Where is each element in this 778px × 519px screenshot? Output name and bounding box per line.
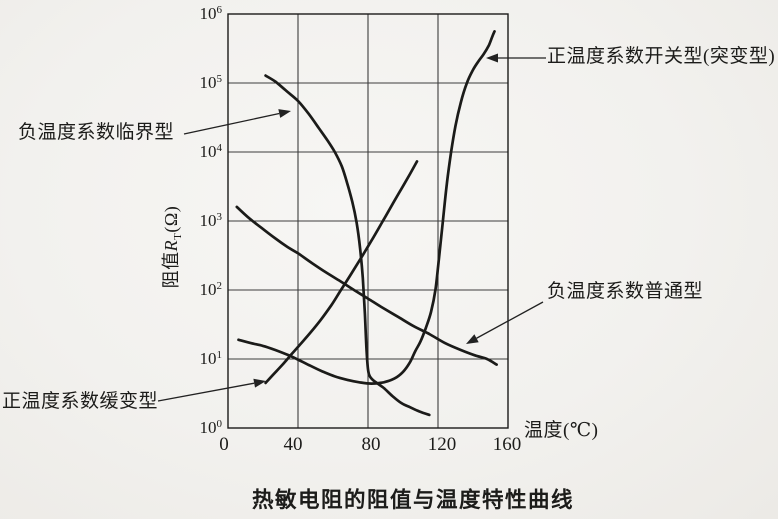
arrow-line-ptc_slow [157,382,255,402]
arrow-line-ntc_critical [183,112,280,135]
y-tick-exp: 0 [216,418,223,430]
y-tick-base: 10 [199,418,217,437]
x-tick-120: 120 [427,434,457,455]
y-tick-1e2: 102 [178,278,223,302]
y-tick-exp: 6 [216,4,223,16]
arrow-line-ntc_ordinary [476,301,544,339]
arrowhead-icon-ntc_ordinary [466,334,479,344]
annotation-arrows [157,53,546,402]
y-tick-base: 10 [199,211,217,230]
arrowhead-icon-ntc_critical [278,109,291,118]
y-tick-1e6: 106 [178,2,223,26]
y-tick-base: 10 [199,142,217,161]
x-tick-160: 160 [492,434,522,455]
y-tick-1e3: 103 [178,209,223,233]
plot-border [227,13,509,429]
curve-ptc_slow [264,160,419,385]
x-tick-40: 40 [283,434,303,455]
y-tick-exp: 5 [216,73,223,85]
annotation-ntc-critical: 负温度系数临界型 [18,122,175,143]
y-tick-exp: 2 [216,280,223,292]
arrowhead-icon-ptc_slow [253,378,266,388]
x-axis-title: 温度(℃) [524,420,599,441]
annotation-ptc-switching: 正温度系数开关型(突变型) [547,46,776,67]
y-tick-exp: 1 [216,349,223,361]
curve-ntc_critical [264,74,431,417]
y-tick-exp: 3 [216,211,223,223]
y-axis-variable-subscript: T [172,232,184,240]
y-axis-variable: R [161,239,181,252]
annotation-ntc-ordinary: 负温度系数普通型 [547,281,704,302]
curves [235,30,498,417]
y-tick-base: 10 [199,280,217,299]
y-tick-1e1: 101 [178,347,223,371]
x-tick-0: 0 [219,434,229,455]
y-tick-1e5: 105 [178,71,223,95]
y-tick-base: 10 [199,349,217,368]
figure-caption: 热敏电阻的阻值与温度特性曲线 [252,488,575,512]
y-axis-title-text: 阻值 [161,251,181,289]
x-tick-80: 80 [361,434,381,455]
y-tick-base: 10 [199,4,217,23]
curve-ptc_switching [237,30,496,385]
arrowhead-icon-ptc_switching [486,53,498,63]
y-tick-base: 10 [199,73,217,92]
y-axis-unit: (Ω) [161,205,181,233]
y-axis-title: 阻值RT(Ω) [159,167,184,327]
curve-ntc_ordinary [235,205,498,366]
y-tick-1e0: 100 [178,416,223,440]
annotation-ptc-slow: 正温度系数缓变型 [2,391,159,412]
y-tick-exp: 4 [216,142,223,154]
plot-frame [227,13,509,429]
y-tick-1e4: 104 [178,140,223,164]
